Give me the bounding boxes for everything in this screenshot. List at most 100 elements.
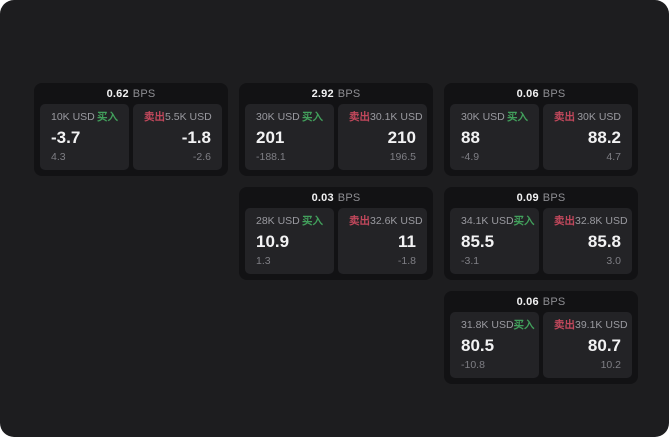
sell-amount-label: 39.1K USD (575, 319, 628, 331)
buy-side-label: 买入 (513, 215, 535, 227)
spread-value: 0.62 (106, 87, 129, 100)
sell-side-label: 卖出 (349, 215, 370, 227)
quote-card: 0.09 BPS 34.1K USD 买入 85.5 -3.1 卖出 32.8K… (444, 187, 638, 280)
buy-quote-panel[interactable]: 34.1K USD 买入 85.5 -3.1 (450, 208, 539, 274)
sell-side-label: 卖出 (144, 111, 165, 123)
quote-panels: 34.1K USD 买入 85.5 -3.1 卖出 32.8K USD 85.8… (450, 208, 632, 274)
spread-header: 0.03 BPS (239, 187, 433, 208)
sell-price-value: 80.7 (587, 336, 621, 355)
buy-quote-panel[interactable]: 30K USD 买入 88 -4.9 (450, 104, 539, 170)
spread-unit-label: BPS (542, 87, 566, 100)
sell-panel-top: 卖出 30K USD (554, 111, 621, 124)
buy-price-value: 201 (256, 128, 285, 147)
buy-sub-value: 4.3 (51, 151, 66, 163)
buy-amount-label: 10K USD (51, 111, 95, 123)
buy-panel-top: 30K USD 买入 (256, 111, 323, 124)
buy-amount-label: 28K USD (256, 215, 300, 227)
sell-panel-top: 卖出 32.8K USD (554, 215, 628, 228)
buy-price-value: 10.9 (256, 232, 290, 251)
sell-sub-value: 196.5 (389, 151, 416, 163)
buy-amount-label: 30K USD (461, 111, 505, 123)
sell-quote-panel[interactable]: 卖出 5.5K USD -1.8 -2.6 (133, 104, 222, 170)
spread-value: 0.06 (516, 295, 539, 308)
sell-amount-label: 32.8K USD (575, 215, 628, 227)
sell-side-label: 卖出 (554, 319, 575, 331)
sell-sub-value: 10.2 (600, 359, 621, 371)
spread-unit-label: BPS (337, 191, 361, 204)
sell-side-label: 卖出 (554, 215, 575, 227)
buy-quote-panel[interactable]: 31.8K USD 买入 80.5 -10.8 (450, 312, 539, 378)
buy-price-value: 80.5 (461, 336, 495, 355)
quote-card: 0.03 BPS 28K USD 买入 10.9 1.3 卖出 32.6K US… (239, 187, 433, 280)
quote-panels: 31.8K USD 买入 80.5 -10.8 卖出 39.1K USD 80.… (450, 312, 632, 378)
sell-price-value: 85.8 (587, 232, 621, 251)
buy-price-value: 88 (461, 128, 480, 147)
buy-side-label: 买入 (97, 111, 118, 123)
sell-panel-top: 卖出 30.1K USD (349, 111, 423, 124)
spread-unit-label: BPS (132, 87, 156, 100)
quote-panels: 30K USD 买入 88 -4.9 卖出 30K USD 88.2 4.7 (450, 104, 632, 170)
buy-side-label: 买入 (302, 215, 323, 227)
quote-card-grid: 0.62 BPS 10K USD 买入 -3.7 4.3 卖出 5.5K USD… (34, 83, 638, 384)
sell-price-value: 210 (387, 128, 416, 147)
spread-header: 0.09 BPS (444, 187, 638, 208)
buy-side-label: 买入 (507, 111, 528, 123)
buy-sub-value: -4.9 (461, 151, 480, 163)
buy-panel-top: 34.1K USD 买入 (461, 215, 535, 228)
sell-panel-top: 卖出 32.6K USD (349, 215, 423, 228)
buy-quote-panel[interactable]: 28K USD 买入 10.9 1.3 (245, 208, 334, 274)
sell-price-value: 11 (398, 232, 416, 251)
quote-panels: 10K USD 买入 -3.7 4.3 卖出 5.5K USD -1.8 -2.… (40, 104, 222, 170)
sell-side-label: 卖出 (554, 111, 575, 123)
sell-quote-panel[interactable]: 卖出 39.1K USD 80.7 10.2 (543, 312, 632, 378)
buy-panel-top: 31.8K USD 买入 (461, 319, 535, 332)
buy-sub-value: 1.3 (256, 255, 271, 267)
sell-quote-panel[interactable]: 卖出 32.6K USD 11 -1.8 (338, 208, 427, 274)
sell-panel-top: 卖出 39.1K USD (554, 319, 628, 332)
spread-unit-label: BPS (542, 191, 566, 204)
spread-value: 0.03 (311, 191, 334, 204)
sell-panel-top: 卖出 5.5K USD (144, 111, 212, 124)
buy-panel-top: 10K USD 买入 (51, 111, 118, 124)
quote-card: 2.92 BPS 30K USD 买入 201 -188.1 卖出 30.1K … (239, 83, 433, 176)
sell-quote-panel[interactable]: 卖出 32.8K USD 85.8 3.0 (543, 208, 632, 274)
quote-card: 0.06 BPS 31.8K USD 买入 80.5 -10.8 卖出 39.1… (444, 291, 638, 384)
sell-price-value: -1.8 (181, 128, 211, 147)
buy-price-value: 85.5 (461, 232, 495, 251)
buy-panel-top: 30K USD 买入 (461, 111, 528, 124)
buy-quote-panel[interactable]: 10K USD 买入 -3.7 4.3 (40, 104, 129, 170)
spread-value: 2.92 (311, 87, 334, 100)
spread-header: 0.06 BPS (444, 291, 638, 312)
quote-card: 0.62 BPS 10K USD 买入 -3.7 4.3 卖出 5.5K USD… (34, 83, 228, 176)
buy-amount-label: 34.1K USD (461, 215, 514, 227)
sell-amount-label: 30K USD (577, 111, 621, 123)
sell-sub-value: -1.8 (397, 255, 416, 267)
sell-quote-panel[interactable]: 卖出 30K USD 88.2 4.7 (543, 104, 632, 170)
buy-sub-value: -10.8 (461, 359, 485, 371)
buy-quote-panel[interactable]: 30K USD 买入 201 -188.1 (245, 104, 334, 170)
buy-amount-label: 30K USD (256, 111, 300, 123)
spread-header: 0.62 BPS (34, 83, 228, 104)
sell-side-label: 卖出 (349, 111, 370, 123)
buy-side-label: 买入 (513, 319, 535, 331)
sell-sub-value: 4.7 (606, 151, 621, 163)
spread-header: 2.92 BPS (239, 83, 433, 104)
quote-panels: 28K USD 买入 10.9 1.3 卖出 32.6K USD 11 -1.8 (245, 208, 427, 274)
buy-sub-value: -188.1 (256, 151, 286, 163)
sell-amount-label: 5.5K USD (165, 111, 212, 123)
quote-panels: 30K USD 买入 201 -188.1 卖出 30.1K USD 210 1… (245, 104, 427, 170)
spread-value: 0.06 (516, 87, 539, 100)
buy-price-value: -3.7 (51, 128, 81, 147)
spread-value: 0.09 (516, 191, 539, 204)
sell-amount-label: 30.1K USD (370, 111, 423, 123)
buy-panel-top: 28K USD 买入 (256, 215, 323, 228)
spread-unit-label: BPS (542, 295, 566, 308)
spread-unit-label: BPS (337, 87, 361, 100)
quote-card: 0.06 BPS 30K USD 买入 88 -4.9 卖出 30K USD 8… (444, 83, 638, 176)
sell-quote-panel[interactable]: 卖出 30.1K USD 210 196.5 (338, 104, 427, 170)
sell-amount-label: 32.6K USD (370, 215, 423, 227)
buy-amount-label: 31.8K USD (461, 319, 514, 331)
spread-header: 0.06 BPS (444, 83, 638, 104)
buy-sub-value: -3.1 (461, 255, 480, 267)
